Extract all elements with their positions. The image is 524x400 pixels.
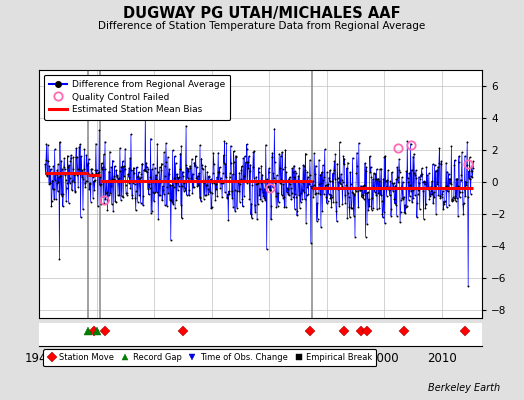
Text: Berkeley Earth: Berkeley Earth bbox=[428, 383, 500, 393]
Legend: Difference from Regional Average, Quality Control Failed, Estimated Station Mean: Difference from Regional Average, Qualit… bbox=[44, 74, 231, 120]
Text: Difference of Station Temperature Data from Regional Average: Difference of Station Temperature Data f… bbox=[99, 21, 425, 31]
Y-axis label: Monthly Temperature Anomaly Difference (°C): Monthly Temperature Anomaly Difference (… bbox=[523, 89, 524, 299]
Text: DUGWAY PG UTAH/MICHALES AAF: DUGWAY PG UTAH/MICHALES AAF bbox=[123, 6, 401, 21]
Legend: Station Move, Record Gap, Time of Obs. Change, Empirical Break: Station Move, Record Gap, Time of Obs. C… bbox=[43, 349, 376, 366]
